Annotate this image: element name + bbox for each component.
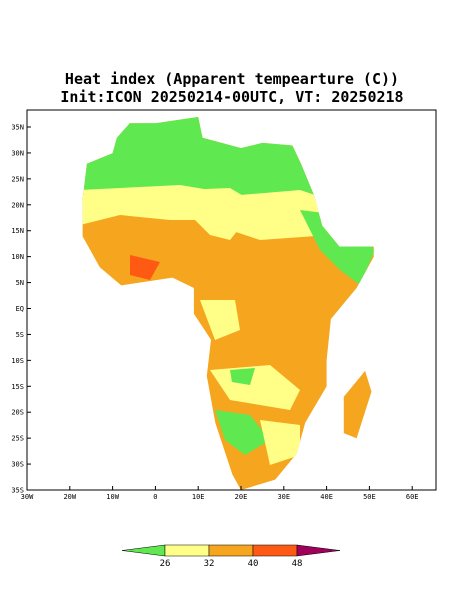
- axes: 35N 30N 25N 20N 15N 10N 5N EQ 5S 10S 15S 20S 25S 30S 3…: [11, 124, 418, 502]
- colorbar: 26 32 40 48: [121, 544, 341, 569]
- lat-label: 5S: [16, 331, 24, 339]
- colorbar-segment: [164, 544, 210, 557]
- lon-label: 10W: [106, 493, 119, 501]
- lat-label: 20N: [11, 201, 24, 209]
- lon-label: 20E: [235, 493, 248, 501]
- lon-label: 60E: [406, 493, 419, 501]
- lon-label: 40E: [320, 493, 333, 501]
- title-line2: Init:ICON 20250214-00UTC, VT: 20250218: [60, 88, 403, 106]
- lon-label: 30W: [21, 493, 34, 501]
- lon-label: 10E: [192, 493, 205, 501]
- lat-label: 35S: [11, 487, 24, 495]
- heat-index-field: [82, 117, 374, 490]
- colorbar-low: [121, 544, 166, 557]
- lon-label: 0: [153, 493, 157, 501]
- colorbar-label: 40: [248, 559, 259, 569]
- colorbar-segment: [208, 544, 254, 557]
- lat-label: 15N: [11, 227, 24, 235]
- colorbar-segment: [252, 544, 298, 557]
- lat-label: 30N: [11, 149, 24, 157]
- lat-label: 15S: [11, 383, 24, 391]
- colorbar-label: 48: [292, 559, 303, 569]
- lat-label: 25N: [11, 175, 24, 183]
- title-line1: Heat index (Apparent tempearture (C)): [65, 70, 399, 88]
- map-frame: [26, 109, 437, 491]
- colorbar-high: [296, 544, 341, 557]
- lat-label: EQ: [16, 305, 24, 313]
- lat-label: 20S: [11, 409, 24, 417]
- lat-label: 35N: [11, 124, 24, 132]
- lat-label: 5N: [16, 279, 24, 287]
- lat-label: 25S: [11, 435, 24, 443]
- lon-label: 50E: [363, 493, 376, 501]
- lat-label: 10N: [11, 253, 24, 261]
- lat-label: 30S: [11, 461, 24, 469]
- colorbar-label: 32: [204, 559, 215, 569]
- colorbar-label: 26: [160, 559, 171, 569]
- lon-label: 20W: [63, 493, 76, 501]
- lat-label: 10S: [11, 357, 24, 365]
- lon-label: 30E: [277, 493, 290, 501]
